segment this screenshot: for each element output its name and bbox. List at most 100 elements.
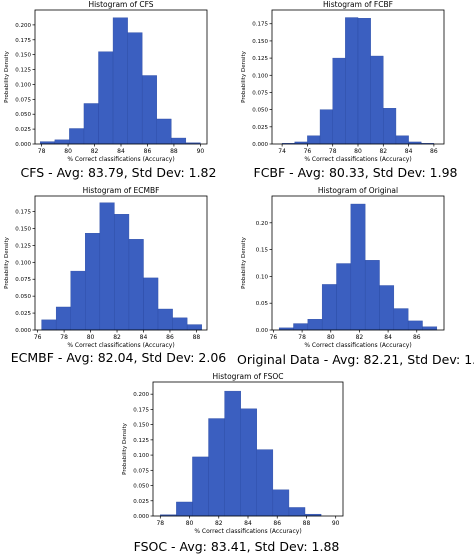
x-tick-label: 78: [156, 520, 164, 527]
histogram-bar: [171, 137, 187, 145]
x-tick-label: 80: [327, 334, 335, 341]
y-tick-label: 0.125: [15, 68, 31, 74]
histogram-bar: [54, 139, 70, 145]
histogram-bar: [85, 233, 101, 331]
histogram-bar: [307, 135, 321, 145]
y-tick-label: 0.125: [133, 438, 149, 444]
x-tick-label: 82: [356, 334, 364, 341]
y-tick-label: 0.050: [15, 112, 31, 118]
histogram-bar: [332, 57, 346, 145]
chart-title: Histogram of Original: [318, 186, 398, 195]
chart-title: Histogram of ECMBF: [83, 186, 160, 195]
histogram-bar: [383, 108, 397, 145]
y-tick-label: 0.075: [15, 277, 31, 283]
y-tick-label: 0.00: [256, 328, 269, 334]
histogram-bar: [192, 456, 209, 517]
y-axis-label: Probability Density: [122, 422, 128, 474]
histogram-bar: [114, 214, 130, 331]
y-tick-label: 0.150: [252, 39, 268, 45]
x-tick-label: 88: [193, 334, 201, 341]
x-tick-label: 82: [215, 520, 223, 527]
x-tick-label: 90: [197, 148, 205, 155]
x-tick-label: 78: [60, 334, 68, 341]
histogram-bar: [336, 263, 352, 331]
x-axis-label: % Correct classifications (Accuracy): [194, 528, 301, 535]
chart-title: Histogram of FCBF: [323, 0, 393, 9]
y-tick-label: 0.175: [252, 22, 268, 28]
histogram-bar: [395, 135, 409, 145]
y-axis-label: Probability Density: [4, 236, 10, 288]
histogram-bar: [321, 284, 337, 331]
x-tick-label: 76: [34, 334, 42, 341]
y-tick-label: 0.050: [133, 484, 149, 490]
y-tick-label: 0.000: [133, 514, 149, 520]
y-axis-label: Probability Density: [241, 50, 247, 102]
histogram-panel-ecmbf: Histogram of ECMBF 76 78 80 82 84 86 88 0.000 0.0…: [0, 186, 237, 366]
histogram-bar: [83, 103, 99, 145]
y-tick-label: 0.05: [256, 301, 269, 307]
histogram-chart-ecmbf: Histogram of ECMBF 76 78 80 82 84 86 88 0.000 0.0…: [4, 186, 208, 349]
y-tick-label: 0.025: [252, 125, 268, 131]
y-tick-label: 0.200: [133, 392, 149, 398]
histogram-bar: [172, 317, 188, 331]
histogram-bar: [407, 320, 423, 331]
chart-title: Histogram of FSOC: [213, 372, 284, 381]
x-tick-label: 76: [270, 334, 278, 341]
y-tick-label: 0.10: [256, 274, 269, 280]
y-tick-label: 0.100: [15, 260, 31, 266]
y-tick-label: 0.000: [15, 328, 31, 334]
histogram-bar: [128, 239, 144, 331]
histogram-bar: [208, 418, 225, 517]
plot-frame: [34, 195, 208, 331]
x-tick-label: 78: [38, 148, 46, 155]
x-axis-label: % Correct classifications (Accuracy): [67, 156, 174, 163]
x-tick-label: 86: [144, 148, 152, 155]
histogram-bar: [379, 285, 395, 331]
histogram-bar: [357, 18, 371, 145]
x-tick-label: 80: [354, 148, 362, 155]
x-axis-label: % Correct classifications (Accuracy): [304, 156, 411, 163]
histogram-panel-original: Histogram of Original 76 78 80 82 84 86 0.00 0.0…: [237, 186, 474, 367]
x-tick-label: 84: [405, 148, 413, 155]
histogram-bar: [393, 308, 409, 331]
y-tick-label: 0.150: [15, 53, 31, 59]
histogram-bar: [143, 277, 159, 331]
histogram-bar: [127, 32, 143, 145]
x-axis-label: % Correct classifications (Accuracy): [67, 342, 174, 349]
y-tick-label: 0.075: [133, 468, 149, 474]
x-tick-label: 82: [379, 148, 387, 155]
y-tick-label: 0.150: [15, 226, 31, 232]
histogram-bar: [307, 319, 323, 331]
histogram-bar: [186, 324, 202, 331]
x-tick-label: 86: [413, 334, 421, 341]
histogram-chart-cfs: Histogram of CFS 78 80 82 84 86 88 90 0.000 0.025…: [4, 0, 208, 163]
histogram-bar: [112, 17, 128, 145]
histogram-bar: [272, 489, 290, 517]
y-tick-label: 0.20: [256, 221, 269, 227]
histogram-bar: [98, 51, 114, 145]
histogram-bar: [364, 260, 380, 331]
chart-caption: ECMBF - Avg: 82.04, Std Dev: 2.06: [10, 350, 227, 365]
histogram-bar: [157, 308, 173, 331]
y-tick-label: 0.050: [252, 108, 268, 114]
x-tick-label: 80: [87, 334, 95, 341]
x-tick-label: 84: [117, 148, 125, 155]
y-axis-label: Probability Density: [4, 50, 10, 102]
y-tick-label: 0.175: [15, 210, 31, 216]
y-tick-label: 0.150: [133, 423, 149, 429]
y-tick-label: 0.025: [15, 311, 31, 317]
y-tick-label: 0.000: [252, 142, 268, 148]
y-tick-label: 0.025: [15, 127, 31, 133]
y-tick-label: 0.050: [15, 294, 31, 300]
x-tick-label: 88: [170, 148, 178, 155]
x-tick-label: 78: [329, 148, 337, 155]
histogram-bar: [141, 75, 157, 145]
x-tick-label: 84: [384, 334, 392, 341]
histogram-bar: [256, 449, 274, 517]
y-tick-label: 0.025: [133, 499, 149, 505]
x-tick-label: 86: [430, 148, 438, 155]
y-tick-label: 0.100: [15, 82, 31, 88]
histogram-bar: [240, 408, 257, 517]
histogram-panel-fsoc: Histogram of FSOC 78 80 82 84 86 88 90 0.000 0.02…: [118, 370, 355, 554]
x-tick-label: 84: [140, 334, 148, 341]
